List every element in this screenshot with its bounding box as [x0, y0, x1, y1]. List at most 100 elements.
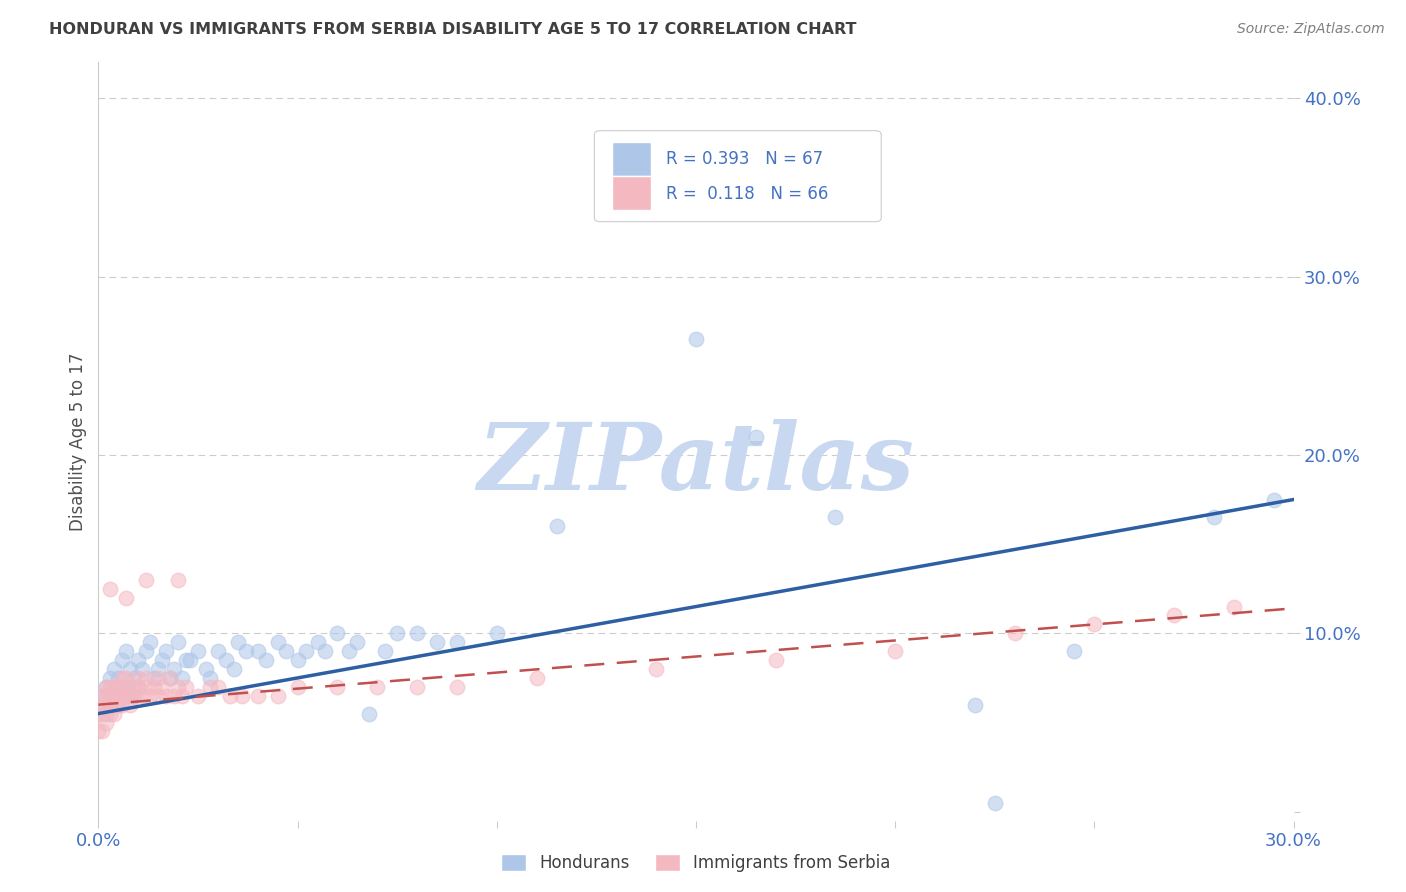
Point	[115, 680, 138, 694]
Point	[187, 644, 209, 658]
Point	[219, 689, 242, 703]
Point	[111, 698, 134, 712]
Point	[96, 706, 118, 721]
Point	[91, 698, 114, 712]
Point	[359, 706, 381, 721]
Point	[148, 689, 170, 703]
Point	[107, 680, 129, 694]
Point	[546, 519, 568, 533]
Text: Source: ZipAtlas.com: Source: ZipAtlas.com	[1237, 22, 1385, 37]
Text: ZIPatlas: ZIPatlas	[478, 419, 914, 509]
Text: R = 0.393   N = 67: R = 0.393 N = 67	[666, 151, 824, 169]
Point	[195, 662, 218, 676]
Point	[135, 680, 157, 694]
Point	[103, 698, 125, 712]
Point	[984, 796, 1007, 810]
Point	[645, 662, 668, 676]
Point	[120, 662, 142, 676]
Point	[107, 698, 129, 712]
Point	[1223, 599, 1246, 614]
Point	[135, 671, 157, 685]
Point	[163, 689, 186, 703]
Point	[87, 706, 110, 721]
Point	[159, 671, 181, 685]
Point	[127, 680, 149, 694]
Point	[98, 671, 122, 685]
Point	[111, 680, 134, 694]
Point	[315, 644, 337, 658]
Point	[127, 653, 149, 667]
Point	[148, 662, 170, 676]
Point	[1083, 617, 1105, 632]
Point	[155, 689, 177, 703]
Point	[111, 671, 134, 685]
Point	[91, 689, 114, 703]
Point	[148, 671, 170, 685]
Point	[115, 680, 138, 694]
Point	[339, 644, 361, 658]
Point	[1004, 626, 1026, 640]
Point	[287, 653, 309, 667]
Legend: Hondurans, Immigrants from Serbia: Hondurans, Immigrants from Serbia	[494, 846, 898, 880]
Point	[111, 653, 134, 667]
Point	[103, 680, 125, 694]
Point	[98, 680, 122, 694]
Point	[274, 644, 297, 658]
Point	[96, 680, 118, 694]
Point	[115, 591, 138, 605]
Point	[167, 635, 190, 649]
Point	[485, 626, 508, 640]
Point	[96, 698, 118, 712]
Point	[235, 644, 257, 658]
Point	[135, 573, 157, 587]
Point	[150, 653, 173, 667]
Point	[98, 582, 122, 596]
Point	[294, 644, 316, 658]
Point	[307, 635, 329, 649]
Point	[96, 715, 118, 730]
Point	[155, 644, 177, 658]
Point	[267, 689, 290, 703]
Point	[374, 644, 396, 658]
Point	[107, 671, 129, 685]
Point	[98, 698, 122, 712]
Point	[143, 671, 166, 685]
Point	[222, 662, 245, 676]
Point	[1163, 608, 1185, 623]
Point	[124, 671, 146, 685]
Point	[120, 698, 142, 712]
Point	[98, 698, 122, 712]
Point	[526, 671, 548, 685]
Point	[124, 689, 146, 703]
Point	[127, 680, 149, 694]
Point	[406, 680, 429, 694]
Point	[107, 698, 129, 712]
Point	[115, 689, 138, 703]
Point	[246, 689, 269, 703]
Point	[96, 689, 118, 703]
Point	[406, 626, 429, 640]
Point	[326, 626, 349, 640]
Point	[963, 698, 986, 712]
Point	[131, 662, 153, 676]
Point	[231, 689, 253, 703]
Point	[135, 644, 157, 658]
Point	[226, 635, 249, 649]
Point	[765, 653, 787, 667]
Text: R =  0.118   N = 66: R = 0.118 N = 66	[666, 185, 828, 202]
Point	[98, 706, 122, 721]
Point	[215, 653, 238, 667]
Point	[143, 680, 166, 694]
Point	[107, 689, 129, 703]
Point	[115, 644, 138, 658]
Point	[187, 689, 209, 703]
Point	[326, 680, 349, 694]
Point	[174, 653, 197, 667]
Point	[1202, 510, 1225, 524]
Point	[745, 430, 768, 444]
Point	[172, 689, 194, 703]
Point	[103, 689, 125, 703]
Point	[426, 635, 449, 649]
Point	[1263, 492, 1285, 507]
Point	[172, 671, 194, 685]
